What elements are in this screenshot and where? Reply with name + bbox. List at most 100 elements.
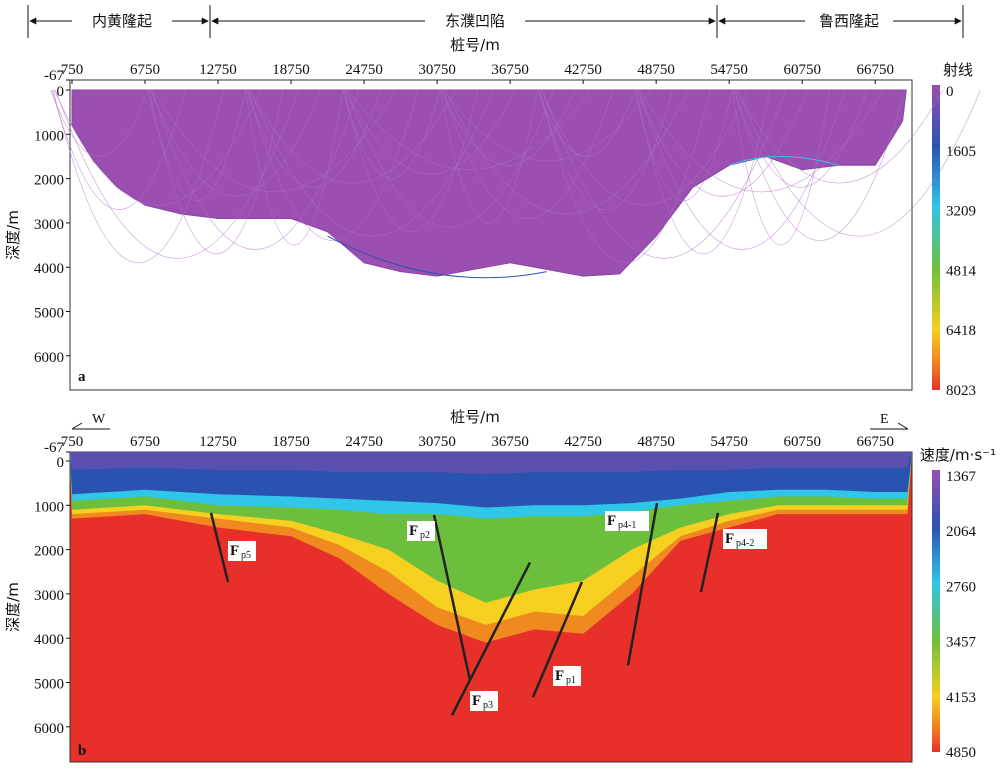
fault-label: F	[607, 513, 616, 529]
ray-path	[50, 89, 149, 157]
fault-label-subscript: p4-1	[618, 520, 636, 531]
ray-path	[442, 89, 614, 219]
direction-west: W	[92, 412, 106, 427]
y-tick-label: 6000	[34, 721, 64, 737]
fault-line	[626, 502, 659, 666]
y-tick-label: 2000	[34, 544, 64, 560]
x-tick-label: 6750	[130, 434, 160, 450]
region-label-dongpu: 东濮凹陷	[445, 12, 505, 30]
x-tick-label: 24750	[345, 434, 383, 450]
ray-path	[346, 89, 554, 228]
ray-path	[542, 89, 787, 259]
ray-path	[246, 89, 381, 188]
fault-label: F	[472, 693, 481, 709]
y-tick-label: 3000	[34, 217, 64, 233]
x-tick-label: 18750	[272, 62, 310, 78]
ray-path	[51, 89, 187, 210]
fault-line	[209, 512, 230, 583]
fault-label-box	[605, 511, 649, 531]
ray-path	[538, 89, 673, 210]
fault-line	[450, 561, 532, 716]
panel-label: a	[78, 369, 86, 385]
direction-east: E	[880, 412, 889, 427]
fault-label-subscript: p4-2	[736, 538, 754, 549]
y-tick-label: 1000	[34, 499, 64, 515]
colorbar	[932, 470, 940, 752]
x-axis-label: 桩号/m	[450, 408, 500, 426]
colorbar-tick-label: 2760	[946, 579, 976, 595]
y-tick-label: 3000	[34, 588, 64, 604]
y-tick-label: -67	[44, 440, 64, 456]
fault-label-box	[228, 541, 256, 561]
ray-path	[250, 89, 494, 237]
panel-label: b	[78, 743, 86, 759]
y-tick-label: 5000	[34, 677, 64, 693]
y-tick-label: -67	[44, 68, 64, 84]
y-tick-label: 0	[57, 84, 65, 100]
colorbar-tick-label: 0	[946, 84, 954, 100]
y-tick-label: 4000	[34, 261, 64, 277]
colorbar-label: 速度/m·s⁻¹	[920, 446, 996, 464]
ray-path	[539, 89, 711, 264]
region-header: 内黄隆起 东濮凹陷 鲁西隆起	[27, 5, 964, 38]
fault-label-box	[407, 521, 435, 541]
fault-label-subscript: p5	[241, 550, 251, 561]
ray-path	[441, 89, 576, 166]
ray-path	[344, 89, 516, 175]
y-axis-label: 深度/m	[4, 210, 22, 260]
ray-path	[245, 89, 344, 246]
colorbar-tick-label: 4153	[946, 690, 976, 706]
ray-path	[54, 89, 262, 206]
ray-path	[734, 89, 906, 241]
fault-label: F	[409, 523, 418, 539]
colorbar-tick-label: 2064	[946, 524, 977, 540]
y-tick-label: 1000	[34, 128, 64, 144]
x-tick-label: 30750	[418, 62, 456, 78]
x-tick-label: 36750	[491, 62, 529, 78]
fault-label: F	[230, 543, 239, 559]
ray-path	[735, 89, 944, 184]
x-tick-label: 60750	[783, 434, 821, 450]
ray-interface	[327, 235, 547, 279]
colorbar-tick-label: 6418	[946, 323, 976, 339]
ray-path	[439, 89, 538, 224]
fault-line	[432, 514, 472, 681]
x-tick-label: 42750	[564, 62, 602, 78]
x-tick-label: 12750	[199, 434, 237, 450]
y-tick-label: 2000	[34, 173, 64, 189]
ray-path	[731, 89, 830, 246]
arrow-east-icon	[870, 422, 909, 430]
x-tick-label: 24750	[345, 62, 383, 78]
ray-path	[736, 89, 981, 237]
x-tick-label: 30750	[418, 434, 456, 450]
fault-label: F	[725, 531, 734, 547]
y-tick-label: 5000	[34, 306, 64, 322]
ray-path	[537, 89, 636, 157]
y-tick-label: 6000	[34, 350, 64, 366]
ray-path	[540, 89, 749, 206]
fault-label: F	[555, 668, 564, 684]
colorbar-tick-label: 4814	[946, 263, 977, 279]
ray-interface	[729, 156, 839, 166]
fault-label-box	[553, 666, 581, 686]
y-tick-label: 4000	[34, 632, 64, 648]
ray-path	[444, 89, 689, 215]
colorbar-tick-label: 1605	[946, 144, 976, 160]
panel-b-velocity-model: 桩号/m 750 6750 12750 18750 24750 30750 36750 4275…	[4, 408, 996, 763]
x-tick-label: 48750	[637, 62, 675, 78]
x-tick-label: 18750	[272, 434, 310, 450]
fault-label-subscript: p3	[483, 700, 493, 711]
panel-a-ray-coverage: 桩号/m 750 6750 12750 18750 24750 30750 36750 4275…	[4, 36, 981, 399]
ray-path	[152, 89, 397, 193]
ray-path	[247, 89, 419, 241]
velocity-layer-purple	[70, 452, 912, 475]
ray-path	[443, 89, 651, 162]
ray-path	[52, 89, 224, 264]
colorbar-tick-label: 3457	[946, 635, 977, 651]
x-tick-label: 6750	[130, 62, 160, 78]
x-tick-label: 66750	[856, 434, 894, 450]
ray-path	[248, 89, 457, 184]
x-tick-label: 42750	[564, 434, 602, 450]
y-tick-label: 0	[57, 455, 65, 471]
